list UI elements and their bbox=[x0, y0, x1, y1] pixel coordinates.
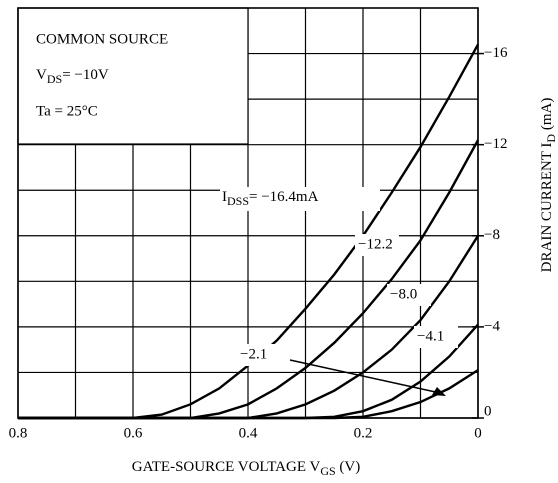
x-axis-title: GATE-SOURCE VOLTAGE VGS (V) bbox=[132, 459, 360, 477]
plot-frame bbox=[17, 7, 479, 419]
label-bg bbox=[387, 284, 431, 306]
curve-label: −12.2 bbox=[358, 236, 393, 252]
y-tick-label: −8 bbox=[484, 227, 500, 243]
curve-label: −8.0 bbox=[390, 286, 417, 302]
y-tick-label: 0 bbox=[484, 403, 492, 419]
y-tick-label: −16 bbox=[484, 45, 508, 61]
y-tick-label: −4 bbox=[484, 318, 500, 334]
curve-label: −4.1 bbox=[417, 328, 444, 344]
x-tick-label: 0.4 bbox=[239, 425, 258, 441]
x-tick-label: 0 bbox=[474, 425, 482, 441]
label-bg bbox=[220, 187, 380, 211]
label-bg bbox=[414, 326, 458, 348]
box-line: COMMON SOURCE bbox=[36, 31, 168, 47]
condition-box bbox=[17, 7, 249, 145]
y-tick-label: −12 bbox=[484, 136, 507, 152]
box-line: Ta = 25°C bbox=[36, 103, 98, 119]
curve-label: −2.1 bbox=[240, 346, 267, 362]
x-tick-label: 0.8 bbox=[9, 425, 28, 441]
label-bg bbox=[237, 344, 281, 366]
arrow-head bbox=[432, 387, 446, 396]
curve-label: IDSS= −16.4mA bbox=[222, 189, 319, 207]
box-line: VDS= −10V bbox=[36, 67, 109, 85]
x-tick-label: 0.2 bbox=[354, 425, 373, 441]
label-bg bbox=[355, 234, 399, 256]
arrow-line bbox=[289, 359, 441, 394]
x-tick-label: 0.6 bbox=[124, 425, 143, 441]
y-axis-title: DRAIN CURRENT ID (mA) bbox=[539, 98, 557, 273]
